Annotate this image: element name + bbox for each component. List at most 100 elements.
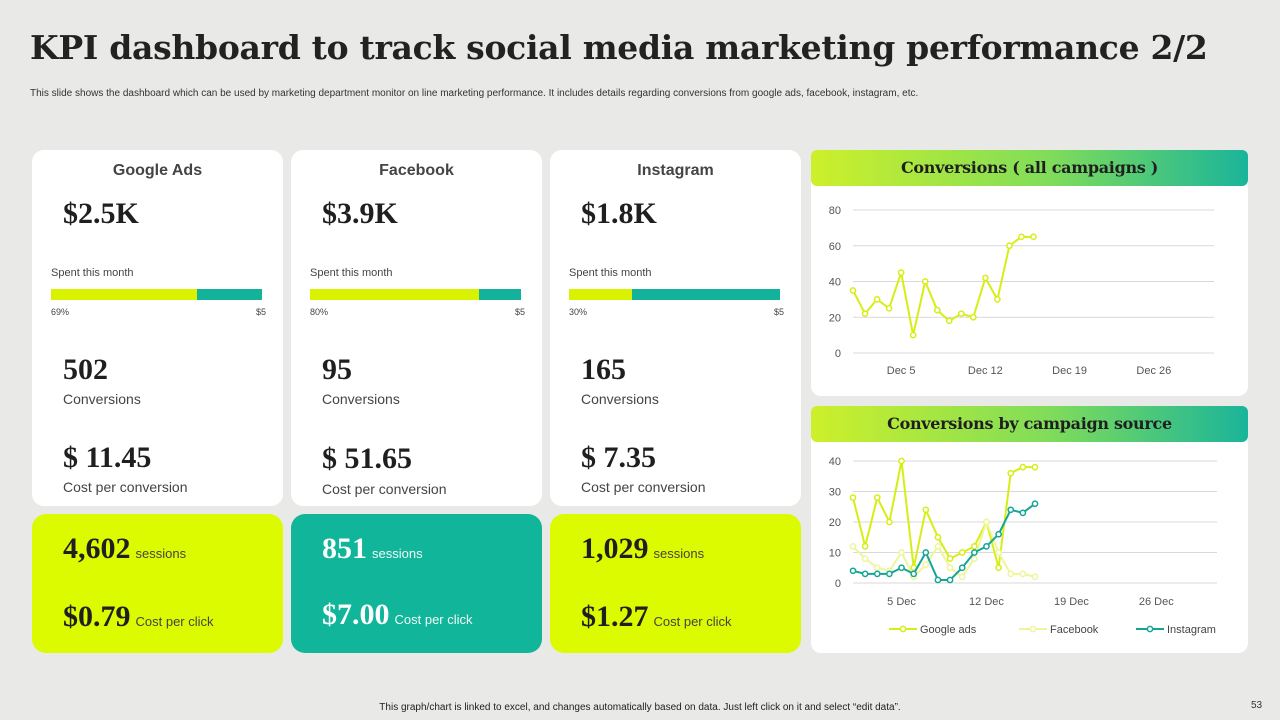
x-tick-label: 26 Dec xyxy=(1139,596,1174,608)
data-point xyxy=(958,573,966,581)
channel-name: Facebook xyxy=(379,162,454,179)
spent-bar-end-label: $5 xyxy=(256,307,267,317)
sessions-card-instagram: 1,029 sessions $1.27 Cost per click xyxy=(550,514,801,653)
legend-marker xyxy=(1146,625,1154,633)
page-number: 53 xyxy=(1251,700,1263,711)
channel-name: Instagram xyxy=(637,162,714,179)
data-point xyxy=(970,543,978,550)
data-point xyxy=(970,555,978,562)
conversions-label: Conversions xyxy=(581,391,659,407)
data-point xyxy=(922,506,930,514)
spent-percent: 80% xyxy=(310,307,329,317)
series-line xyxy=(852,502,1036,581)
data-point xyxy=(898,564,905,572)
cost-per-conversion-label: Cost per conversion xyxy=(63,479,188,495)
data-point xyxy=(897,269,905,276)
y-tick-label: 40 xyxy=(829,456,841,468)
cost-per-conversion-value: $ 51.65 xyxy=(322,442,412,475)
data-point xyxy=(873,296,881,303)
data-point xyxy=(1019,463,1027,471)
x-tick-label: Dec 19 xyxy=(1052,365,1087,377)
channel-card-instagram: Instagram $1.8K Spent this month 30% $5 … xyxy=(550,150,801,506)
cost-per-click-label: Cost per click xyxy=(135,614,214,629)
data-point xyxy=(945,317,953,325)
spent-label: Spent this month xyxy=(569,267,652,279)
spent-percent: 30% xyxy=(569,307,588,317)
conversions-value: 165 xyxy=(581,353,626,386)
cost-per-conversion-label: Cost per conversion xyxy=(581,479,706,495)
data-point xyxy=(1031,573,1039,581)
sessions-card-google-ads: 4,602 sessions $0.79 Cost per click xyxy=(32,514,283,653)
conversions-label: Conversions xyxy=(322,391,400,407)
y-tick-label: 20 xyxy=(829,312,841,324)
cost-per-click-value: $1.27 Cost per click xyxy=(581,600,732,633)
data-point xyxy=(861,555,869,562)
series-line xyxy=(852,521,1036,578)
x-tick-label: 5 Dec xyxy=(887,596,916,608)
footer-note: This graph/chart is linked to excel, and… xyxy=(379,702,901,713)
data-point xyxy=(849,494,857,501)
data-point xyxy=(958,564,966,572)
legend-label: Facebook xyxy=(1050,624,1099,636)
sessions-card-facebook: 851 sessions $7.00 Cost per click xyxy=(291,514,542,653)
spent-percent: 69% xyxy=(51,307,70,317)
data-point xyxy=(921,278,929,285)
sessions-value: 1,029 sessions xyxy=(581,532,705,565)
data-point xyxy=(1030,233,1037,241)
channel-card-facebook: Facebook $3.9K Spent this month 80% $5 9… xyxy=(291,150,542,506)
y-tick-label: 40 xyxy=(829,277,841,289)
data-point xyxy=(873,570,881,578)
series-line xyxy=(852,235,1034,337)
data-point xyxy=(1006,242,1013,250)
data-point xyxy=(861,310,869,318)
data-point xyxy=(970,549,978,556)
data-point xyxy=(1007,506,1015,514)
data-point xyxy=(958,549,966,556)
data-point xyxy=(946,576,954,584)
data-point xyxy=(995,564,1002,572)
data-point xyxy=(873,564,881,572)
conversions-all-chart[interactable]: 0 20 40 60 80 Dec 5 Dec 12 Dec 19 Dec 26 xyxy=(811,186,1248,396)
conversions-by-source-title: Conversions by campaign source xyxy=(811,406,1248,442)
conversions-all-title: Conversions ( all campaigns ) xyxy=(811,150,1248,186)
cost-per-click-value: $0.79 Cost per click xyxy=(63,600,214,633)
data-point xyxy=(922,549,930,556)
y-tick-label: 80 xyxy=(829,205,841,217)
data-point xyxy=(861,543,869,550)
sessions-label: sessions xyxy=(653,546,705,561)
conversions-by-source-chart[interactable]: 0 10 20 30 40 5 Dec 12 Dec 19 Dec 26 Dec Google a… xyxy=(811,442,1248,653)
data-point xyxy=(898,549,905,556)
x-tick-label: Dec 5 xyxy=(887,365,916,377)
sessions-value: 851 sessions xyxy=(322,532,423,565)
y-tick-label: 60 xyxy=(829,241,841,253)
channel-card-google-ads: Google Ads $2.5K Spent this month 69% $5… xyxy=(32,150,283,506)
conversions-all-panel xyxy=(811,150,1248,396)
conversions-label: Conversions xyxy=(63,391,141,407)
channel-name: Google Ads xyxy=(112,162,203,179)
y-tick-label: 30 xyxy=(829,487,841,499)
data-point xyxy=(957,310,965,318)
data-point xyxy=(1007,570,1015,578)
spent-progress-bar xyxy=(310,289,521,300)
conversions-value: 502 xyxy=(63,353,108,386)
data-point xyxy=(849,543,857,550)
cost-per-conversion-label: Cost per conversion xyxy=(322,481,447,497)
spent-label: Spent this month xyxy=(310,267,393,279)
data-point xyxy=(1019,570,1027,578)
data-point xyxy=(982,274,989,282)
cost-per-click-label: Cost per click xyxy=(394,612,473,627)
legend-label: Google ads xyxy=(920,624,977,636)
data-point xyxy=(922,561,930,569)
x-tick-label: Dec 12 xyxy=(968,365,1003,377)
spent-progress-fill xyxy=(569,289,633,300)
data-point xyxy=(910,570,918,578)
y-tick-label: 10 xyxy=(829,548,841,560)
data-point xyxy=(1018,233,1025,241)
data-point xyxy=(983,518,990,526)
data-point xyxy=(886,570,893,578)
data-point xyxy=(946,555,954,562)
data-point xyxy=(946,564,954,572)
spent-progress-fill xyxy=(310,289,479,300)
page-title: KPI dashboard to track social media mark… xyxy=(30,28,1208,67)
data-point xyxy=(934,533,942,541)
